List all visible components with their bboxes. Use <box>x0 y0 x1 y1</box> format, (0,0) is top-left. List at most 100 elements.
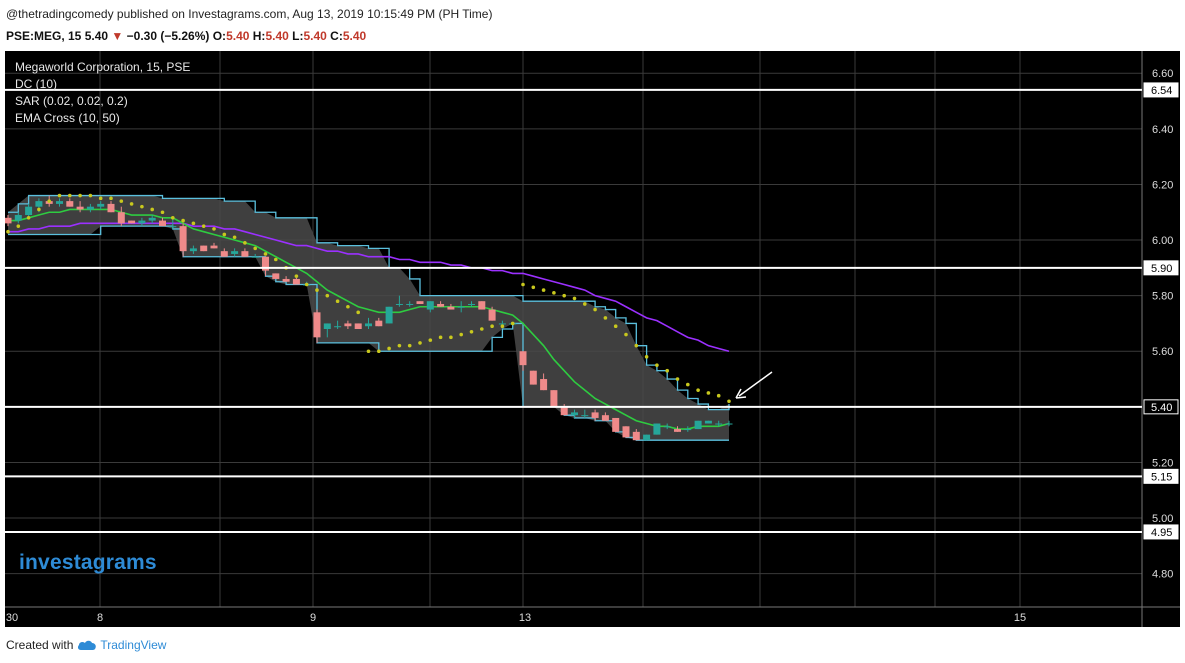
candle-body <box>76 206 84 210</box>
annotation-arrowhead <box>735 388 747 399</box>
sar-dot <box>397 343 402 348</box>
sar-dot <box>119 199 124 203</box>
x-tick-label: 8 <box>97 612 103 624</box>
legend-sar[interactable]: SAR (0.02, 0.02, 0.2) <box>15 94 128 108</box>
x-tick-label: 15 <box>1014 612 1026 624</box>
y-tick-label: 5.60 <box>1152 346 1173 358</box>
sar-dot <box>541 288 546 292</box>
close-value: 5.40 <box>342 29 367 43</box>
y-tick-label: 6.00 <box>1152 235 1173 247</box>
tradingview-link[interactable]: TradingView <box>100 638 167 652</box>
price-chart[interactable]: 6.60 6.40 6.20 6.00 5.80 5.60 5.40 5.20 5.00 4.80… <box>5 51 1180 627</box>
candle-body <box>571 412 578 416</box>
candle-body <box>169 226 177 228</box>
low-label: L: <box>292 29 304 43</box>
candle-body <box>457 306 465 308</box>
candle-body <box>395 303 403 305</box>
y-tick-label: 4.80 <box>1152 569 1173 581</box>
sar-dot <box>696 388 700 392</box>
sar-dot <box>335 299 340 303</box>
open-value: 5.40 <box>226 29 250 43</box>
sar-dot <box>593 307 597 312</box>
candle-body <box>591 412 599 418</box>
candle-body <box>704 420 712 424</box>
candle-body <box>5 217 12 224</box>
sar-dot <box>191 221 196 226</box>
candle-body <box>210 245 218 249</box>
candle-body <box>334 326 342 328</box>
candle-body <box>138 220 146 224</box>
candle-body <box>231 251 239 254</box>
sar-dot <box>37 207 41 212</box>
sar-dot <box>562 293 566 298</box>
candle-body <box>128 220 136 224</box>
sar-dot <box>552 291 556 295</box>
sar-dot <box>675 377 680 381</box>
tradingview-cloud-icon <box>78 640 97 650</box>
symbol-label[interactable]: PSE:MEG, 15 <box>6 29 82 43</box>
candle-body <box>385 306 393 324</box>
x-tick-label: 30 <box>6 612 18 624</box>
sar-dot <box>263 252 268 256</box>
sar-dot <box>407 343 412 348</box>
candle-body <box>251 256 259 258</box>
candle-body <box>117 212 125 224</box>
sar-dot <box>129 202 134 206</box>
sar-dot <box>634 343 639 348</box>
high-label: H: <box>252 29 266 43</box>
sar-dot <box>510 321 515 326</box>
sar-dot <box>428 338 433 342</box>
sar-dot <box>212 227 216 231</box>
sar-dot <box>304 282 309 287</box>
sar-dot <box>716 393 721 398</box>
candle-body <box>468 303 475 305</box>
sar-dot <box>160 210 165 215</box>
sar-dot <box>109 196 113 201</box>
legend-ema-cross[interactable]: EMA Cross (10, 50) <box>15 111 120 125</box>
candle-body <box>282 278 290 282</box>
sar-dot <box>644 355 649 359</box>
y-tick-label: 5.20 <box>1152 457 1173 469</box>
legend-dc[interactable]: DC (10) <box>15 77 58 91</box>
hline-label: 4.95 <box>1151 527 1172 539</box>
created-with-label: Created with <box>6 638 74 652</box>
sar-dot <box>325 293 330 298</box>
hline-label: 5.40 <box>1151 402 1172 414</box>
sar-dot <box>624 332 628 337</box>
ohlc-header: PSE:MEG, 15 5.40 ▼ −0.30 (−5.26%) O:5.40… <box>6 29 366 43</box>
hline-label-box <box>1143 524 1179 540</box>
price-change: −0.30 (−5.26%) <box>126 29 210 43</box>
candle-body <box>189 248 197 252</box>
candle-body <box>426 301 434 310</box>
hline-label-box <box>1143 468 1179 484</box>
candle-body <box>66 201 74 207</box>
footer: Created with TradingView <box>6 638 166 652</box>
candle-body <box>684 429 692 431</box>
sar-dot <box>356 310 361 315</box>
hline-label: 5.15 <box>1151 471 1172 483</box>
chart-area[interactable]: 6.60 6.40 6.20 6.00 5.80 5.60 5.40 5.20 5.00 4.80… <box>5 51 1180 627</box>
candle-body <box>622 426 630 438</box>
chart-legend: Megaworld Corporation, 15, PSE DC (10) S… <box>15 59 190 127</box>
sar-dot <box>78 193 82 198</box>
candle-body <box>56 201 63 204</box>
candle-body <box>313 312 321 338</box>
sar-dot <box>171 216 175 220</box>
sar-dot <box>490 324 494 329</box>
sar-dot <box>387 346 391 351</box>
candle-body <box>447 306 455 310</box>
investagrams-watermark: investagrams <box>19 551 157 574</box>
hline-label: 5.90 <box>1151 263 1172 275</box>
candle-body <box>220 251 228 257</box>
candle-body <box>601 415 609 421</box>
candle-body <box>25 206 33 216</box>
candle-body <box>478 301 486 310</box>
last-price: 5.40 <box>84 29 109 43</box>
y-tick-label: 5.80 <box>1152 291 1173 303</box>
legend-title[interactable]: Megaworld Corporation, 15, PSE <box>15 60 191 74</box>
sar-dot <box>98 196 103 201</box>
candle-body <box>375 320 383 327</box>
sar-dot <box>88 193 93 198</box>
candle-body <box>365 323 372 327</box>
sar-dot <box>315 288 319 292</box>
